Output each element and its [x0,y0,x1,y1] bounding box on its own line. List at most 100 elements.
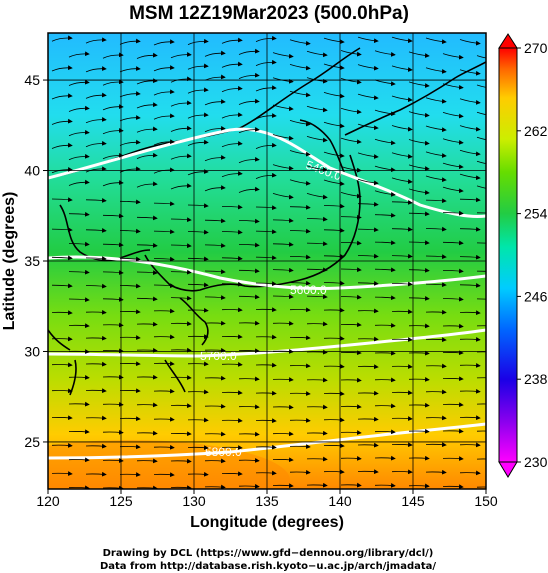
wind-arrow [391,337,413,342]
wind-arrow [442,376,464,382]
wind-arrow [170,375,192,380]
wind-arrow [442,112,464,119]
wind-arrow [68,457,90,463]
wind-arrow [289,90,311,98]
wind-arrow [255,334,277,340]
wind-arrow [204,50,226,57]
wind-arrow [374,190,396,197]
wind-arrow [476,325,486,327]
wind-arrow [391,469,413,475]
wind-arrow [476,111,486,116]
wind-arrow [408,240,430,246]
wind-arrow [170,403,192,409]
contour-label-5600: 5600.0 [290,283,327,297]
colorbar-top-arrow [498,33,518,49]
wind-arrow [221,471,243,477]
wind-arrow [340,482,362,488]
wind-arrow [357,390,379,396]
wind-arrow [272,267,294,273]
wind-arrow [289,254,311,260]
wind-arrow [289,335,311,341]
wind-arrow [153,334,175,340]
wind-arrow [425,415,447,421]
wind-arrow [442,53,464,60]
wind-arrow [187,169,209,176]
wind-arrow [442,268,464,274]
wind-arrow [289,120,311,127]
wind-arrow [272,164,294,171]
wind-arrow [459,149,481,157]
wind-arrow [255,142,277,149]
wind-arrow [272,457,294,463]
wind-arrow [357,253,379,259]
wind-arrow [68,241,90,247]
wind-arrow [323,179,345,187]
wind-arrow [323,391,345,397]
x-tick-label: 120 [36,493,60,509]
wind-arrow [136,270,158,276]
wind-arrow [170,153,192,160]
colorbar-tick-label: 230 [524,454,548,470]
wind-arrow [476,351,486,353]
wind-arrow [374,138,396,146]
wind-arrow [408,111,430,118]
colorbar: 230 238 246 254 262 270 [498,33,548,478]
wind-arrow [153,308,175,314]
wind-arrow [425,67,447,74]
x-axis-ticks: 120 125 130 135 140 145 150 [36,489,498,509]
wind-arrow [442,296,464,302]
wind-arrow [425,198,447,204]
wind-arrow [391,95,413,103]
wind-arrow [204,347,226,353]
wind-arrow [374,377,396,383]
wind-arrow [187,389,209,395]
wind-arrow [51,283,73,289]
wind-arrow [289,39,311,46]
wind-arrow [442,240,464,246]
wind-arrow [187,229,209,235]
wind-arrow [374,212,396,218]
wind-arrow [459,283,481,288]
wind-arrow [204,295,226,300]
wind-arrow [340,240,362,246]
wind-arrow [153,388,175,394]
wind-arrow [204,484,226,489]
wind-arrow [340,214,362,220]
wind-arrow [306,377,328,383]
wind-arrow [221,390,243,396]
wind-arrow [306,294,328,300]
wind-arrow [391,226,413,232]
wind-arrow [119,444,141,450]
wind-arrow [374,109,396,117]
wind-arrow [255,362,277,368]
wind-arrow [119,361,141,367]
wind-arrow [51,93,73,100]
wind-arrow [187,361,209,367]
wind-arrow [459,470,481,476]
wind-arrow [408,402,430,408]
wind-arrow [408,267,430,273]
wind-arrow [459,69,481,76]
colorbar-ticks: 230 238 246 254 262 270 [517,40,548,470]
wind-arrow [85,37,107,44]
wind-arrow [459,98,481,105]
wind-arrow [85,117,107,124]
wind-arrow [136,321,158,327]
wind-arrow [204,375,226,381]
wind-arrow [476,298,486,300]
wind-arrow [374,429,396,435]
wind-arrow [170,217,192,223]
wind-arrow [476,430,486,432]
wind-arrow [238,218,260,224]
wind-arrow [442,83,464,90]
wind-arrow [238,98,260,105]
wind-arrow [340,350,362,356]
wind-arrow [459,388,481,394]
wind-arrow [85,228,107,233]
contour-label-5700: 5700.0 [200,349,237,363]
wind-arrow [136,347,158,353]
wind-arrow [323,443,345,449]
wind-arrow [323,63,345,71]
wind-arrow [340,294,362,300]
